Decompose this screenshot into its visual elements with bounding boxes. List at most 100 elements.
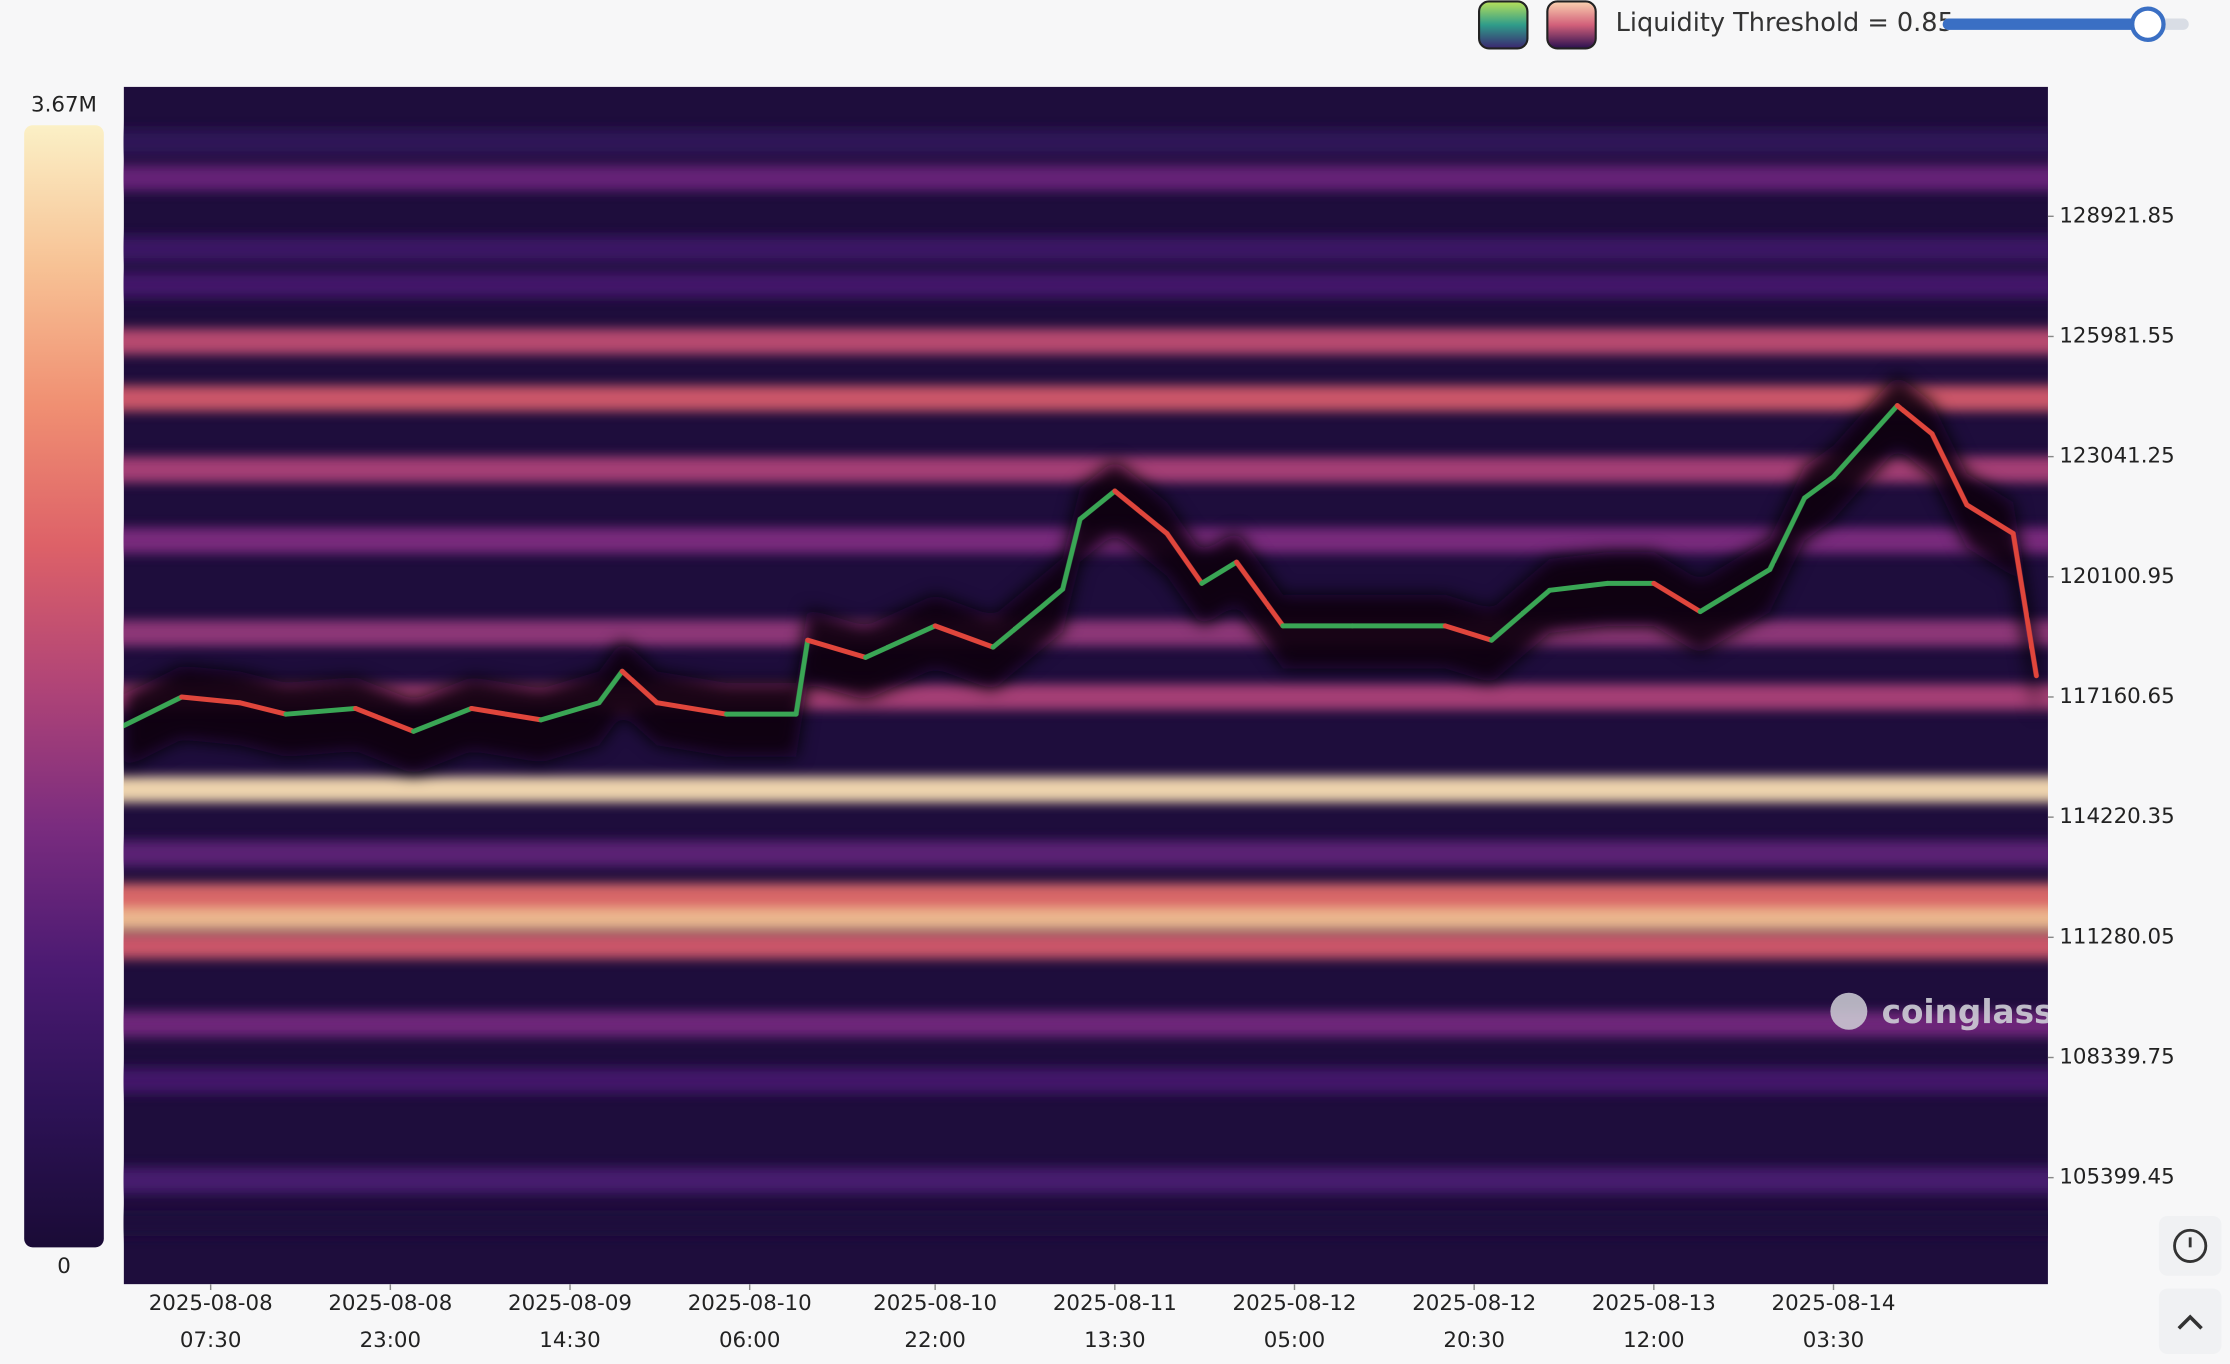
x-tick-date: 2025-08-12 <box>1233 1291 1357 1316</box>
price-segment <box>1234 559 1286 629</box>
heat-level <box>123 236 2048 262</box>
y-tick-label: 128921.85 <box>2059 203 2174 228</box>
price-segment <box>619 668 660 706</box>
heat-level <box>123 328 2048 355</box>
heat-level <box>123 776 2048 803</box>
price-segment <box>1036 586 1066 612</box>
price-segment <box>1547 580 1610 593</box>
y-tick-label: 125981.55 <box>2059 323 2174 348</box>
x-tick-date: 2025-08-14 <box>1772 1291 1896 1316</box>
color-scheme-button[interactable] <box>1546 0 1597 50</box>
x-tick-time: 07:30 <box>180 1328 241 1353</box>
price-segment <box>1894 403 1935 437</box>
x-tick-date: 2025-08-09 <box>508 1291 632 1316</box>
watermark: coinglass <box>1830 992 2054 1031</box>
price-segment <box>1077 488 1118 522</box>
color-scheme-button[interactable] <box>1478 0 1529 50</box>
x-tick-date: 2025-08-12 <box>1412 1291 1536 1316</box>
y-tick-label: 123041.25 <box>2059 444 2174 469</box>
price-segment <box>1802 474 1837 501</box>
heat-level <box>123 904 2048 931</box>
price-segment <box>932 623 996 650</box>
axes: 128921.85 125981.55 123041.25 120100.95 1171… <box>149 203 2175 1353</box>
price-segment <box>1442 623 1495 643</box>
price-segment <box>237 700 289 717</box>
heat-level <box>123 385 2048 412</box>
colorbar <box>24 125 104 1248</box>
x-tick-time: 14:30 <box>539 1328 600 1353</box>
scroll-top-button[interactable] <box>2158 1288 2222 1354</box>
heat-level <box>123 933 2048 959</box>
price-segment <box>863 623 938 660</box>
heat-level <box>123 271 2048 298</box>
y-tick-label: 117160.65 <box>2059 684 2174 709</box>
heat-level <box>123 840 2048 867</box>
watermark-text: coinglass <box>1882 993 2054 1031</box>
heat-level <box>123 1067 2048 1094</box>
x-tick-date: 2025-08-10 <box>873 1291 997 1316</box>
price-segment <box>1164 531 1205 586</box>
price-segment <box>283 705 359 717</box>
price-segment <box>353 705 417 734</box>
heat-level <box>123 620 2048 646</box>
plot-area: coinglass <box>123 86 2054 1285</box>
price-segment <box>1831 403 1900 480</box>
x-tick-time: 06:00 <box>719 1328 780 1353</box>
x-tick-date: 2025-08-10 <box>688 1291 812 1316</box>
heat-level <box>123 1167 2048 1194</box>
price-segment <box>990 606 1042 650</box>
price-segment <box>654 700 729 717</box>
slider-thumb[interactable] <box>2130 6 2166 43</box>
price-segment <box>123 694 185 729</box>
heat-level <box>123 883 2048 909</box>
heat-level <box>123 1210 2048 1236</box>
x-tick-time: 03:30 <box>1803 1328 1864 1353</box>
price-segment <box>411 705 474 734</box>
y-tick-label: 105399.45 <box>2059 1165 2174 1190</box>
price-segment <box>1697 566 1773 615</box>
colorbar-min-label: 0 <box>57 1254 71 1279</box>
chevron-icon <box>2177 1314 2203 1330</box>
price-segment <box>538 700 602 723</box>
price-series <box>123 403 2039 734</box>
price-segment <box>2010 531 2039 679</box>
x-tick-time: 20:30 <box>1443 1328 1504 1353</box>
heat-level <box>123 1011 2048 1038</box>
heat-level <box>123 129 2048 156</box>
price-segment <box>179 694 243 706</box>
heat-level <box>123 165 2048 191</box>
x-tick-time: 13:30 <box>1084 1328 1145 1353</box>
x-tick-time: 23:00 <box>360 1328 421 1353</box>
x-tick-date: 2025-08-11 <box>1053 1291 1177 1316</box>
price-segment <box>1112 488 1170 537</box>
watermark-icon <box>1830 992 1868 1030</box>
y-tick-label: 111280.05 <box>2059 924 2174 949</box>
y-tick-label: 114220.35 <box>2059 804 2174 829</box>
price-segment <box>468 705 544 723</box>
heat-levels <box>123 129 2048 1236</box>
settings-icon <box>2173 1228 2208 1263</box>
heat-level <box>123 456 2048 483</box>
consumed-region <box>123 374 2037 774</box>
price-segment <box>1767 495 1808 572</box>
x-tick-date: 2025-08-08 <box>328 1291 452 1316</box>
price-segment <box>1964 502 2016 537</box>
price-segment <box>1060 516 1083 592</box>
colorbar-max-label: 3.67M <box>31 92 97 117</box>
price-segment <box>1929 431 1970 508</box>
x-tick-time: 05:00 <box>1264 1328 1325 1353</box>
price-segment <box>1651 580 1703 615</box>
x-tick-date: 2025-08-13 <box>1592 1291 1716 1316</box>
y-tick-label: 108339.75 <box>2059 1044 2174 1069</box>
price-segment <box>805 637 869 660</box>
x-tick-time: 12:00 <box>1623 1328 1684 1353</box>
y-tick-label: 120100.95 <box>2059 564 2174 589</box>
price-segment <box>1199 559 1240 586</box>
threshold-label: Liquidity Threshold = 0.85 <box>1616 8 1954 38</box>
price-segment <box>596 668 625 706</box>
price-segment <box>793 637 811 717</box>
consumed-region-shape <box>123 374 2037 774</box>
x-tick-time: 22:00 <box>904 1328 965 1353</box>
